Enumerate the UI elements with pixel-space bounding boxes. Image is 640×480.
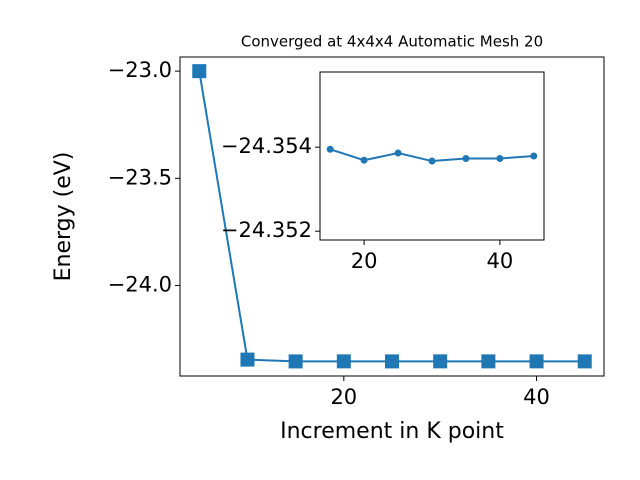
marker — [530, 152, 538, 160]
plot-area — [319, 71, 545, 241]
marker — [433, 354, 448, 369]
y-tick-label: −24.354 — [221, 134, 312, 158]
x-tick-label: 20 — [351, 249, 378, 273]
y-tick-label: −23.0 — [108, 58, 172, 82]
marker — [529, 354, 544, 369]
marker — [288, 354, 303, 369]
y-axis-label: Energy (eV) — [51, 152, 76, 282]
y-tick-label: −24.352 — [221, 218, 312, 242]
marker — [326, 145, 334, 153]
marker — [192, 64, 207, 79]
y-tick-label: −23.5 — [108, 165, 172, 189]
marker — [462, 155, 470, 163]
marker — [481, 354, 496, 369]
x-axis-label: Increment in K point — [280, 419, 504, 444]
marker — [385, 354, 399, 369]
x-tick-label: 40 — [523, 385, 550, 409]
marker — [496, 155, 504, 163]
x-tick-label: 40 — [487, 249, 514, 273]
x-tick-label: 20 — [330, 385, 357, 409]
marker — [240, 352, 255, 367]
marker — [360, 156, 368, 164]
marker — [428, 157, 436, 165]
marker — [336, 354, 351, 369]
y-tick-label: −24.0 — [108, 273, 172, 297]
marker — [394, 149, 402, 157]
chart-title: Converged at 4x4x4 Automatic Mesh 20 — [241, 33, 543, 51]
marker — [577, 354, 592, 369]
